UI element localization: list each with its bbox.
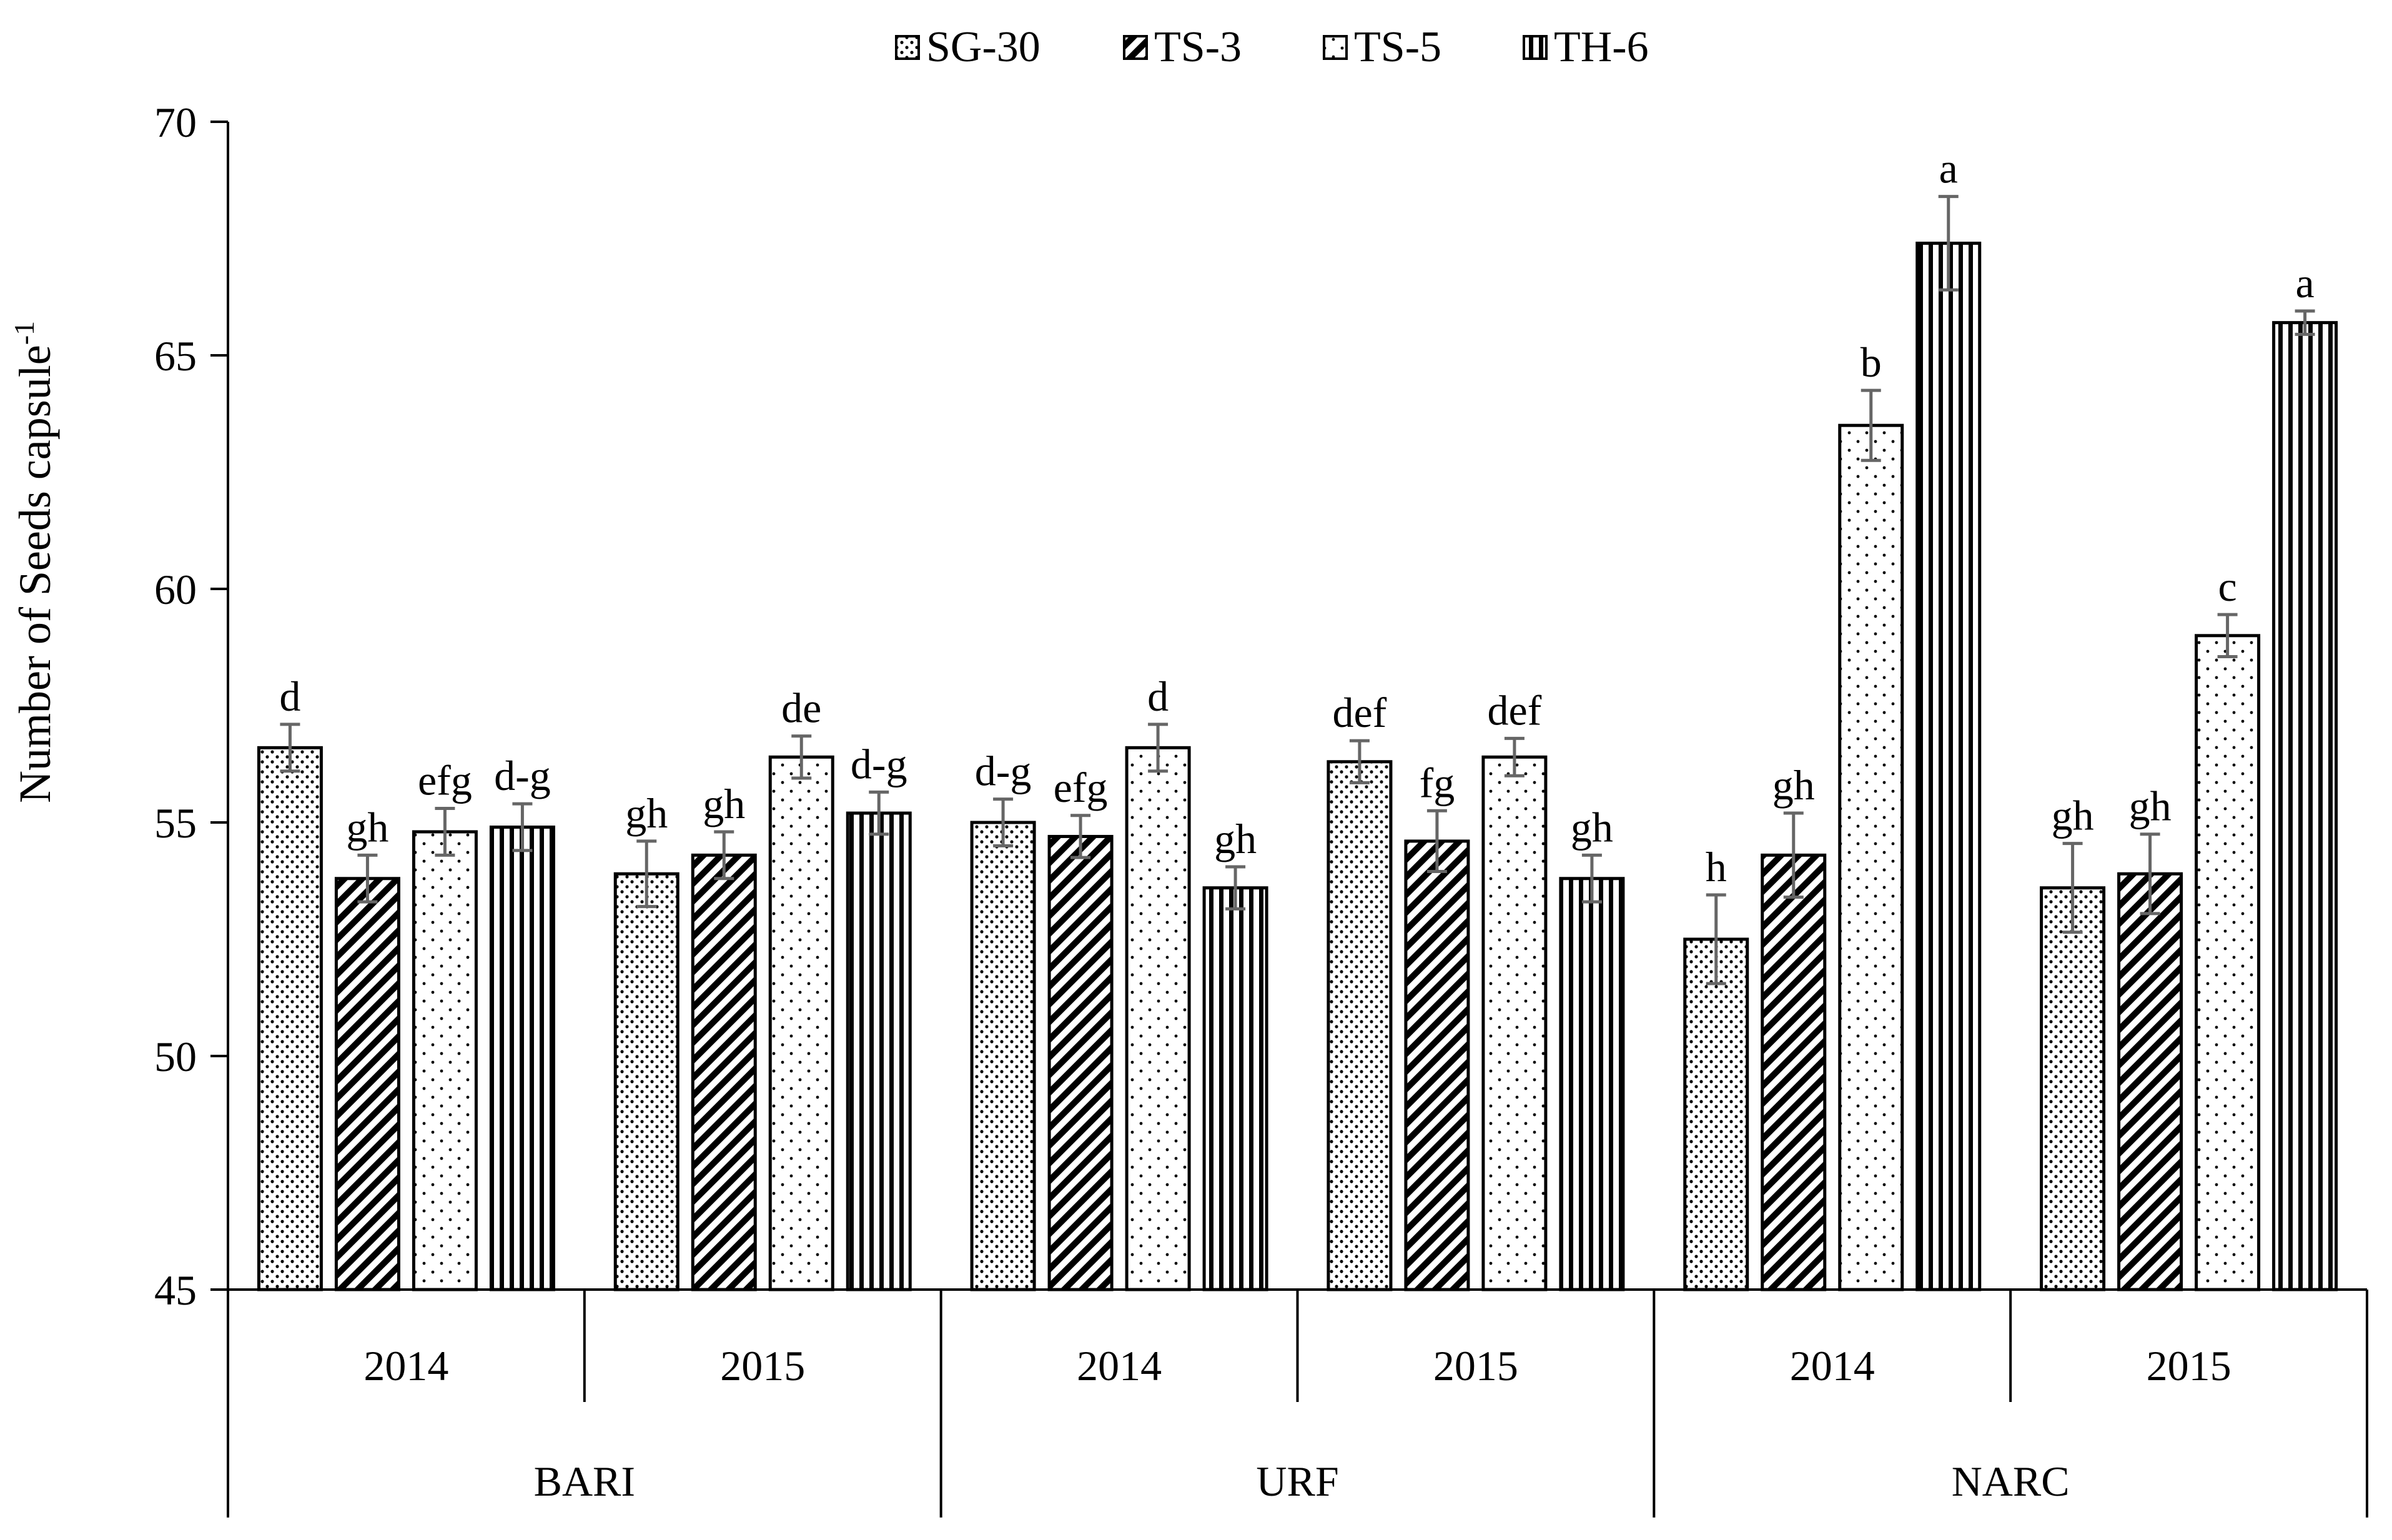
bar — [2117, 872, 2183, 1291]
bar — [1481, 755, 1548, 1291]
legend: SG-30 TS-3 TS-5 TH-6 — [895, 23, 1649, 71]
bar — [334, 877, 400, 1291]
bar — [2195, 634, 2261, 1291]
significance-label: gh — [2052, 792, 2094, 839]
y-axis-title-text: Number of Seeds capsule — [10, 345, 60, 803]
bar — [1327, 760, 1393, 1291]
bar — [1761, 853, 1827, 1291]
bar — [2040, 886, 2106, 1291]
x-year-label: 2015 — [1433, 1342, 1518, 1389]
y-axis-title: Number of Seeds capsule-1 — [8, 321, 60, 803]
bar — [1125, 746, 1191, 1291]
significance-label: def — [1333, 689, 1387, 736]
legend-swatch — [1523, 35, 1548, 60]
bar — [613, 872, 680, 1291]
legend-label: TS-5 — [1354, 23, 1441, 71]
y-axis-title-superscript: -1 — [8, 321, 40, 345]
y-tick-label: 50 — [154, 1033, 197, 1080]
significance-label: gh — [1214, 815, 1257, 862]
bar — [1683, 937, 1749, 1291]
y-tick-label: 65 — [154, 332, 197, 380]
bar — [2272, 321, 2338, 1291]
bar — [1047, 834, 1114, 1291]
significance-label: d-g — [851, 740, 907, 787]
y-tick-label: 60 — [154, 566, 197, 613]
significance-label: gh — [346, 803, 388, 851]
y-tick-label: 70 — [154, 99, 197, 146]
x-year-label: 2015 — [720, 1342, 805, 1389]
significance-label: d-g — [494, 752, 551, 799]
bar — [970, 821, 1036, 1291]
x-year-label: 2014 — [1790, 1342, 1875, 1389]
legend-label: SG-30 — [926, 23, 1040, 71]
legend-label: TH-6 — [1554, 23, 1649, 71]
bar — [412, 830, 478, 1291]
x-axis: 2014 2015 2014 2015 2014 2015 BARI URF NARC — [227, 1288, 2368, 1518]
y-tick-label: 45 — [154, 1266, 197, 1314]
bar — [1202, 886, 1268, 1291]
significance-label: c — [2218, 563, 2236, 610]
significance-label: gh — [1571, 803, 1613, 851]
significance-label: d-g — [975, 748, 1032, 795]
significance-label: efg — [1054, 764, 1108, 811]
bar — [768, 755, 834, 1291]
x-location-label: NARC — [1952, 1458, 2070, 1505]
significance-label: gh — [625, 789, 668, 837]
legend-label: TS-3 — [1154, 23, 1242, 71]
legend-swatch — [1123, 35, 1148, 60]
significance-label: b — [1861, 338, 1882, 386]
significance-label: gh — [703, 780, 745, 827]
bar — [489, 825, 555, 1291]
x-year-label: 2014 — [1077, 1342, 1162, 1389]
significance-label: a — [1939, 145, 1958, 192]
y-axis: 45 50 55 60 65 70 — [154, 99, 229, 1314]
significance-label: d — [1147, 673, 1169, 720]
y-tick-label: 55 — [154, 799, 197, 847]
legend-swatch — [895, 35, 920, 60]
legend-swatch — [1323, 35, 1348, 60]
significance-label: gh — [2129, 782, 2172, 830]
bar — [1559, 877, 1625, 1291]
bar — [257, 746, 323, 1291]
significance-label: de — [781, 684, 821, 732]
significance-label: fg — [1420, 759, 1455, 806]
significance-label: def — [1488, 686, 1542, 734]
x-year-label: 2014 — [363, 1342, 448, 1389]
significance-label: gh — [1772, 761, 1815, 809]
bar — [691, 853, 757, 1291]
bar — [1838, 423, 1904, 1291]
significance-label: d — [279, 673, 300, 720]
significance-label: a — [2295, 259, 2314, 307]
bar — [1915, 241, 1982, 1291]
significance-label: efg — [418, 757, 472, 804]
bar — [846, 811, 912, 1291]
x-location-label: URF — [1256, 1458, 1338, 1505]
x-year-label: 2015 — [2147, 1342, 2231, 1389]
bar — [1404, 839, 1470, 1291]
significance-label: h — [1706, 843, 1727, 891]
x-location-label: BARI — [534, 1458, 635, 1505]
